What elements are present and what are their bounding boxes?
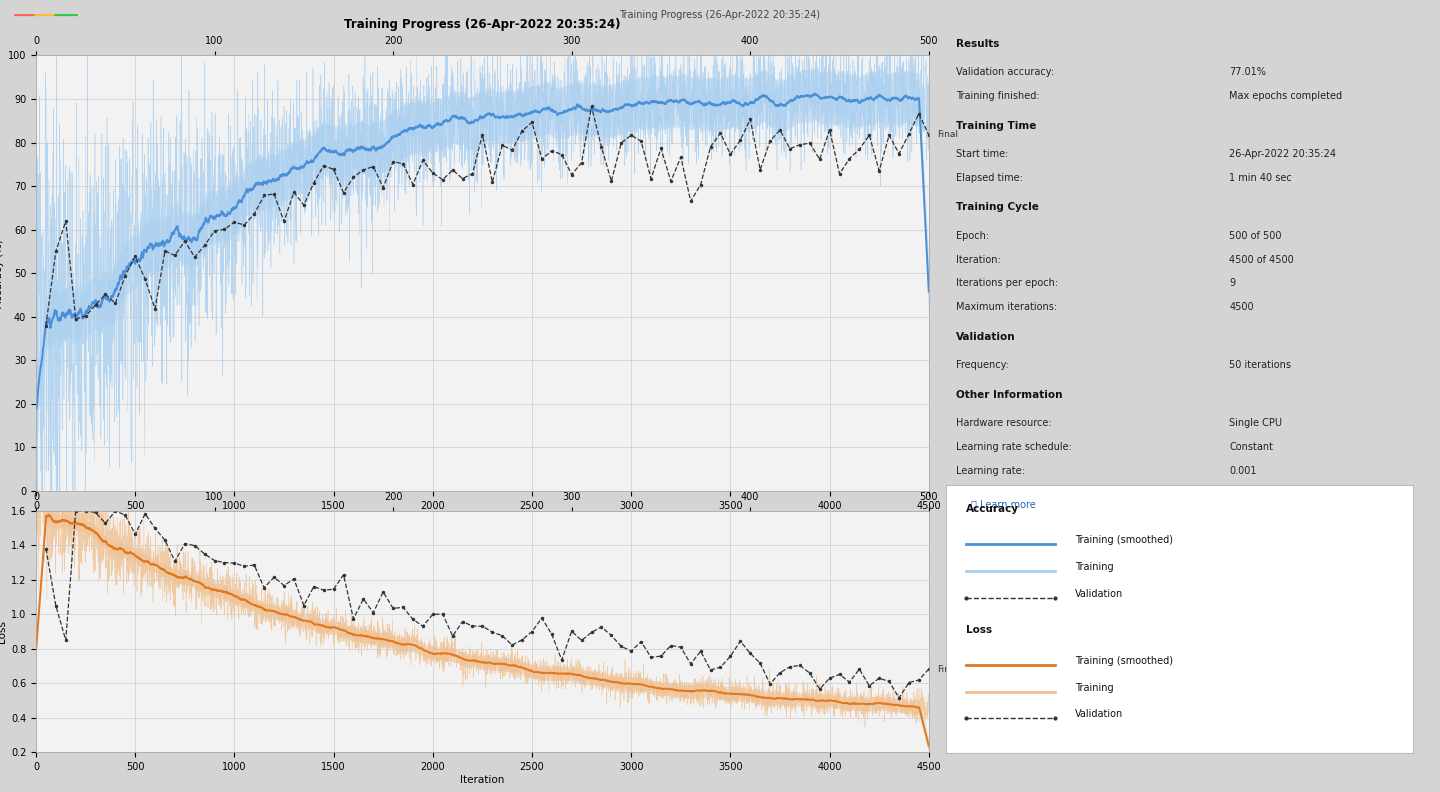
X-axis label: Iteration: Iteration	[461, 513, 504, 524]
Text: Training: Training	[1076, 683, 1113, 693]
Text: Validation: Validation	[956, 332, 1015, 342]
Text: Hardware resource:: Hardware resource:	[956, 418, 1051, 428]
Text: 0.001: 0.001	[1230, 466, 1257, 476]
Text: Constant: Constant	[1230, 442, 1273, 452]
Text: Training Progress (26-Apr-2022 20:35:24): Training Progress (26-Apr-2022 20:35:24)	[619, 10, 821, 21]
Text: Training Cycle: Training Cycle	[956, 203, 1038, 212]
Text: Training (smoothed): Training (smoothed)	[1076, 535, 1174, 545]
Text: ⓘ Learn more: ⓘ Learn more	[971, 500, 1035, 509]
Y-axis label: Loss: Loss	[0, 620, 7, 643]
Text: Final: Final	[937, 664, 958, 673]
Text: Loss: Loss	[966, 625, 992, 634]
Text: Validation accuracy:: Validation accuracy:	[956, 67, 1054, 77]
Text: Training (smoothed): Training (smoothed)	[1076, 656, 1174, 666]
Text: Validation: Validation	[1076, 588, 1123, 599]
Text: Max epochs completed: Max epochs completed	[1230, 91, 1342, 101]
Text: 4500: 4500	[1230, 303, 1254, 312]
Text: Other Information: Other Information	[956, 390, 1063, 400]
Text: 4500 of 4500: 4500 of 4500	[1230, 254, 1295, 265]
Text: Learning rate schedule:: Learning rate schedule:	[956, 442, 1071, 452]
X-axis label: Iteration: Iteration	[461, 775, 504, 785]
Text: Elapsed time:: Elapsed time:	[956, 173, 1022, 183]
Text: Maximum iterations:: Maximum iterations:	[956, 303, 1057, 312]
Text: Training: Training	[1076, 562, 1113, 572]
Text: Results: Results	[956, 39, 999, 48]
Text: 9: 9	[1230, 278, 1236, 288]
Text: 26-Apr-2022 20:35:24: 26-Apr-2022 20:35:24	[1230, 149, 1336, 159]
Text: Iteration:: Iteration:	[956, 254, 1001, 265]
Text: Validation: Validation	[1076, 710, 1123, 719]
Text: 77.01%: 77.01%	[1230, 67, 1266, 77]
Title: Training Progress (26-Apr-2022 20:35:24): Training Progress (26-Apr-2022 20:35:24)	[344, 18, 621, 31]
FancyBboxPatch shape	[946, 485, 1413, 753]
Text: Accuracy: Accuracy	[966, 504, 1020, 514]
Text: Single CPU: Single CPU	[1230, 418, 1282, 428]
Text: 50 iterations: 50 iterations	[1230, 360, 1292, 371]
Text: Final: Final	[937, 131, 958, 139]
Text: 1 min 40 sec: 1 min 40 sec	[1230, 173, 1292, 183]
Text: Learning rate:: Learning rate:	[956, 466, 1025, 476]
Text: Training finished:: Training finished:	[956, 91, 1040, 101]
Text: Start time:: Start time:	[956, 149, 1008, 159]
Text: 500 of 500: 500 of 500	[1230, 230, 1282, 241]
Text: Frequency:: Frequency:	[956, 360, 1009, 371]
Text: Iterations per epoch:: Iterations per epoch:	[956, 278, 1058, 288]
Text: Training Time: Training Time	[956, 120, 1037, 131]
Y-axis label: Accuracy (%): Accuracy (%)	[0, 239, 4, 307]
Text: Epoch:: Epoch:	[956, 230, 989, 241]
